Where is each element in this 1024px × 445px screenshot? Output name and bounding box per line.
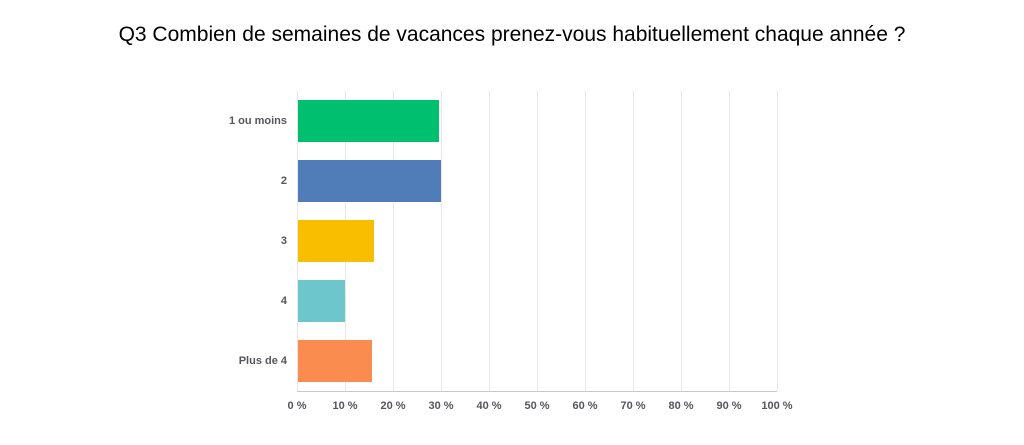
bar-row: 3 [281, 211, 777, 271]
bar [298, 160, 442, 202]
bar [298, 220, 375, 262]
bar-row: 1 ou moins [229, 91, 777, 151]
x-tick-label: 40 % [476, 400, 502, 412]
gridline [489, 91, 490, 391]
category-label: 4 [280, 295, 287, 307]
bar [298, 100, 439, 142]
gridline [297, 91, 298, 391]
x-tick-label: 70 % [620, 400, 646, 412]
x-tick-label: 0 % [287, 400, 307, 412]
x-tick-label: 90 % [716, 400, 742, 412]
x-tick-label: 30 % [428, 400, 454, 412]
question-title: Q3 Combien de semaines de vacances prene… [118, 23, 906, 46]
gridline [777, 91, 778, 391]
gridline [729, 91, 730, 391]
category-label: 3 [280, 235, 287, 247]
x-tick-label: 80 % [668, 400, 694, 412]
gridline [441, 91, 442, 391]
category-label: Plus de 4 [238, 355, 287, 367]
category-label: 2 [280, 175, 287, 187]
x-tick-label: 60 % [572, 400, 598, 412]
x-tick-label: 20 % [380, 400, 406, 412]
gridline [633, 91, 634, 391]
gridline [393, 91, 394, 391]
gridline [681, 91, 682, 391]
plot-area: 1 ou moins 2 3 4 Plus de 4 [229, 91, 778, 392]
x-axis: 0 % 10 % 20 % 30 % 40 % 50 % 60 % 70 % 80 % 90 % 1… [288, 400, 793, 416]
bar-row: 2 [281, 151, 777, 211]
bar-row: Plus de 4 [239, 331, 777, 391]
gridline [537, 91, 538, 391]
x-tick-label: 10 % [332, 400, 358, 412]
bar [298, 340, 372, 382]
x-tick-label: 50 % [524, 400, 550, 412]
gridline [585, 91, 586, 391]
x-tick-label: 100 % [761, 400, 793, 412]
bar-row: 4 [281, 271, 777, 331]
bar [298, 280, 346, 322]
category-label: 1 ou moins [228, 115, 287, 127]
